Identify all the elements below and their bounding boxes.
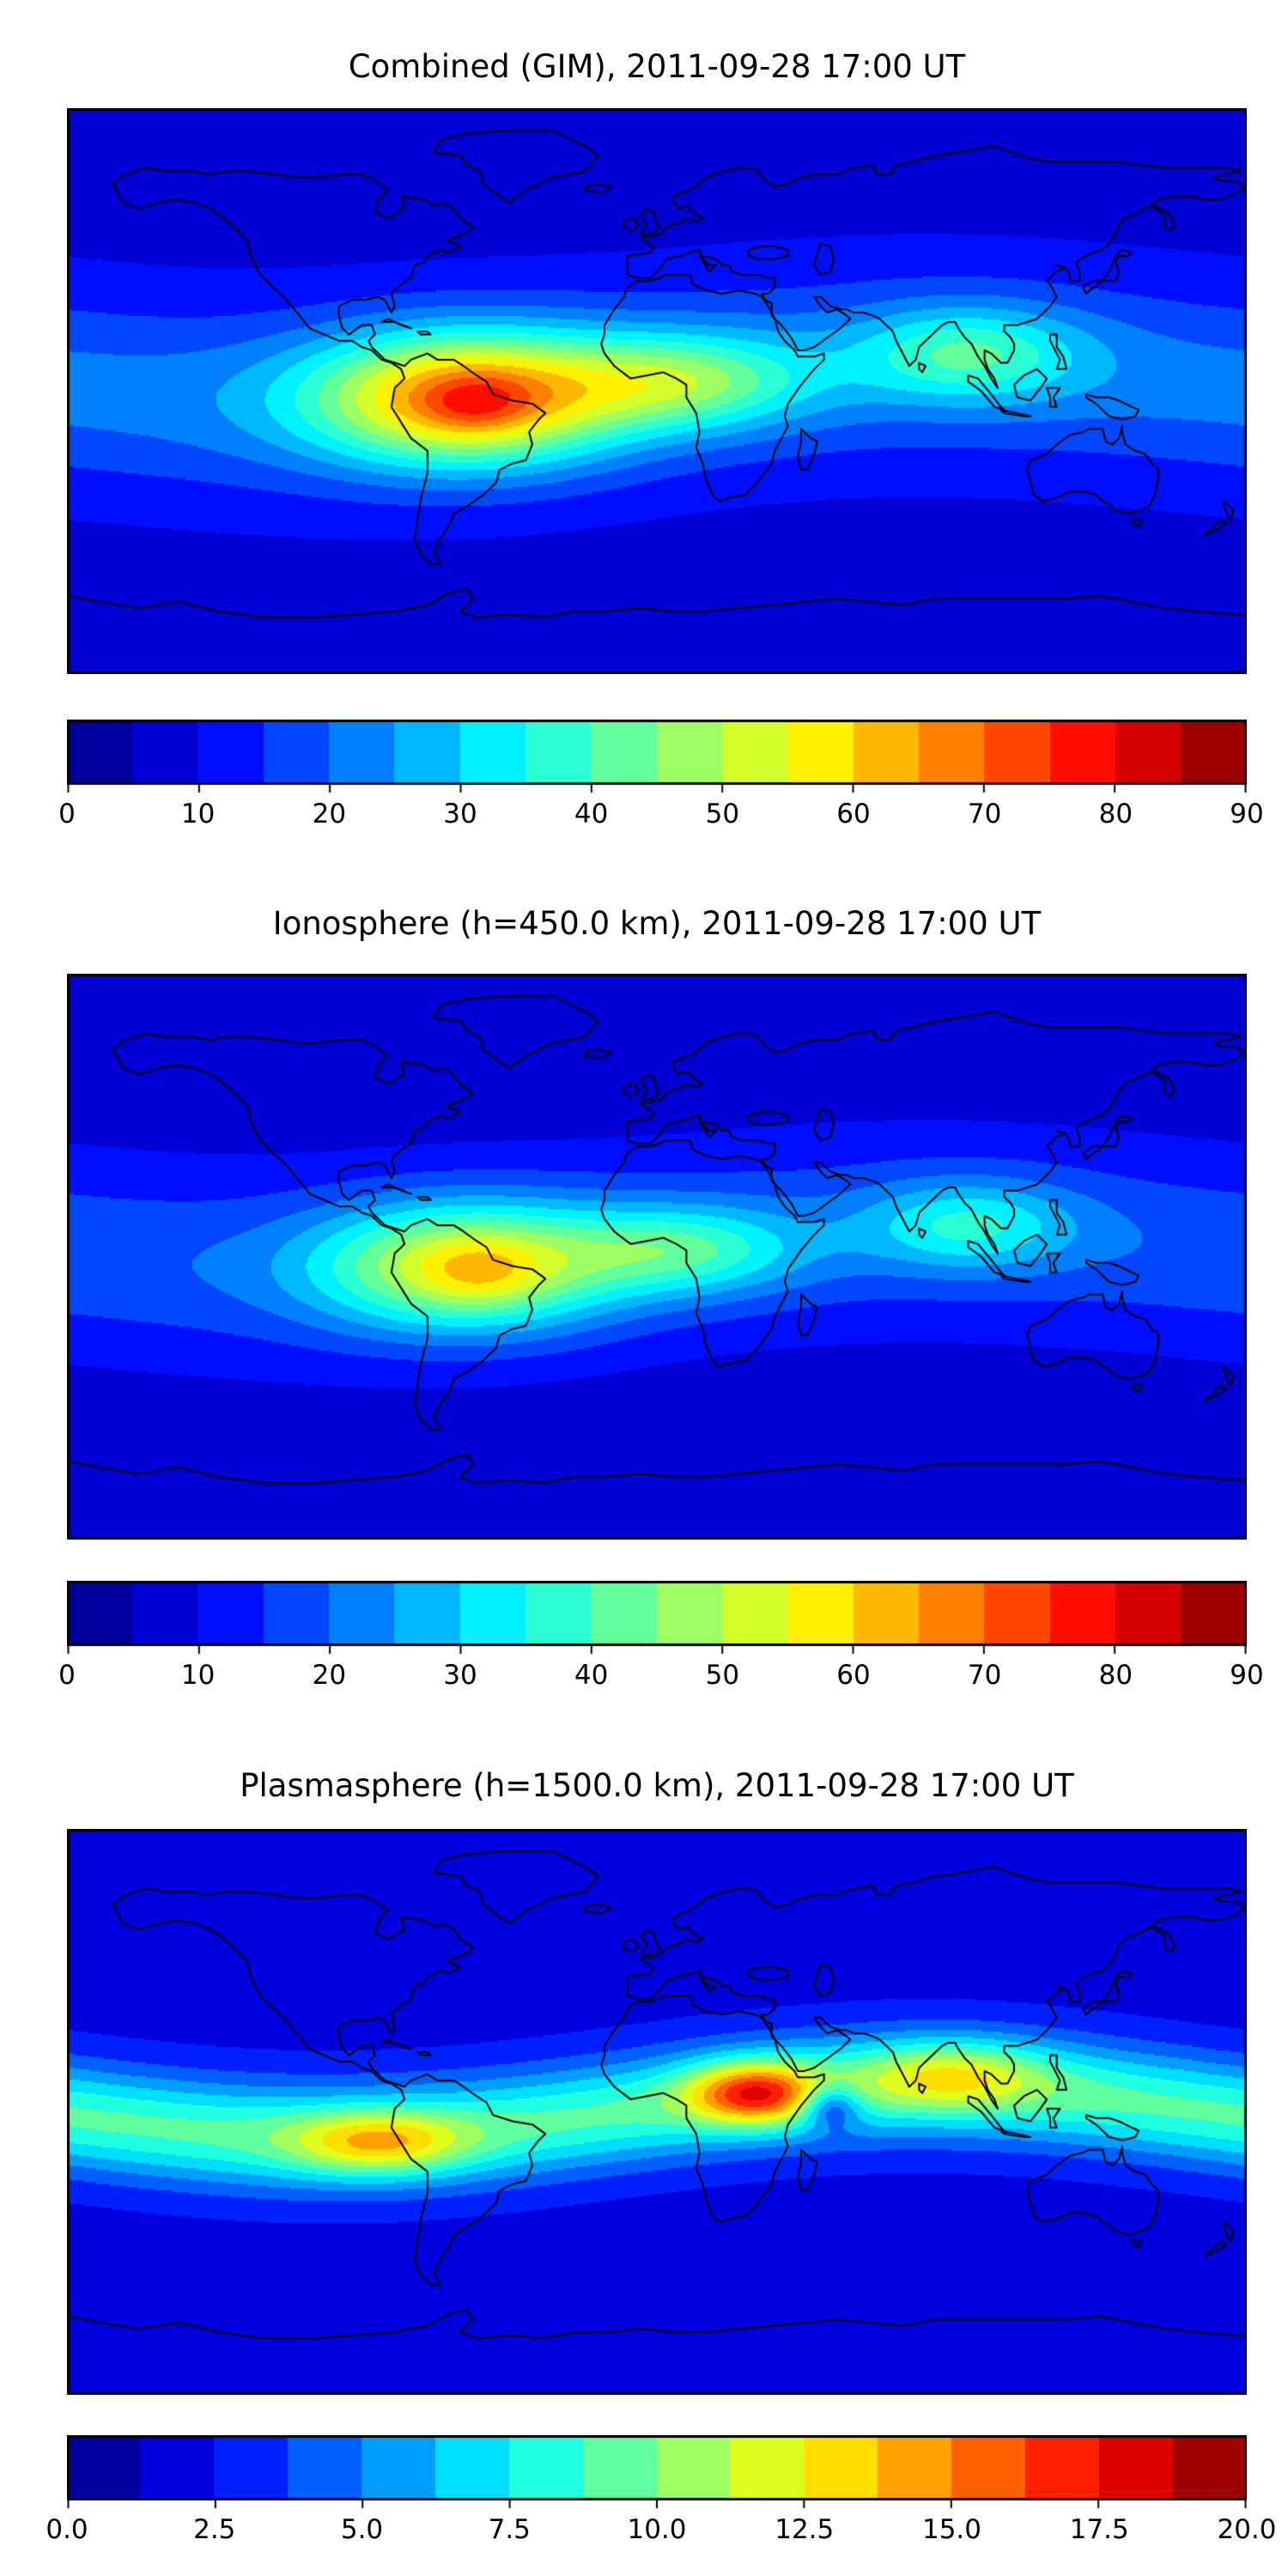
colorbar-tick-label: 20 [312, 1660, 347, 1691]
colorbar-tick-label: 30 [443, 1660, 477, 1691]
colorbar-tick-label: 30 [443, 799, 477, 829]
colorbar-tick-label: 80 [1098, 799, 1133, 829]
colorbar-tick-label: 20.0 [1217, 2514, 1277, 2545]
colorbar-tick-labels-ionosphere: 0 10 20 30 40 50 60 70 80 90 [58, 1660, 1264, 1696]
chart-title-plasmasphere: Plasmasphere (h=1500.0 km), 2011-09-28 1… [240, 1767, 1074, 1804]
colorbar-tick-label: 50 [705, 1660, 740, 1691]
colorbar-tick-label: 40 [574, 799, 609, 829]
colorbar-tick-label: 5.0 [340, 2514, 384, 2545]
colorbar-tick-label: 70 [967, 799, 1002, 829]
colorbar-tick-label: 90 [1230, 799, 1264, 829]
colorbar-tick-label: 2.5 [193, 2514, 236, 2545]
colorbar-tick-label: 60 [836, 799, 871, 829]
colorbar-tick-label: 60 [836, 1660, 871, 1691]
world-map-canvas-combined [67, 108, 1247, 674]
chart-title-ionosphere: Ionosphere (h=450.0 km), 2011-09-28 17:0… [272, 905, 1042, 942]
world-map-canvas-plasmasphere [67, 1829, 1247, 2395]
colorbar-tick-label: 40 [574, 1660, 609, 1691]
colorbar-canvas-plasmasphere [67, 2435, 1247, 2509]
colorbar-tick-labels-plasmasphere: 0.0 2.5 5.0 7.5 10.0 12.5 15.0 17.5 20.0 [46, 2514, 1276, 2550]
colorbar-tick-label: 10.0 [627, 2514, 687, 2545]
colorbar-tick-label: 12.5 [775, 2514, 835, 2545]
colorbar-tick-label: 10 [180, 799, 216, 829]
world-map-canvas-ionosphere [67, 974, 1247, 1540]
colorbar-tick-label: 7.5 [488, 2514, 531, 2545]
colorbar-tick-label: 10 [180, 1660, 216, 1691]
colorbar-tick-label: 20 [312, 799, 347, 829]
colorbar-tick-label: 0 [58, 1660, 76, 1691]
colorbar-tick-label: 0.0 [46, 2514, 88, 2545]
colorbar-tick-label: 80 [1098, 1660, 1133, 1691]
colorbar-tick-label: 70 [967, 1660, 1002, 1691]
colorbar-tick-label: 17.5 [1069, 2514, 1129, 2545]
colorbar-tick-label: 15.0 [921, 2514, 982, 2545]
colorbar-tick-labels-combined: 0 10 20 30 40 50 60 70 80 90 [58, 799, 1264, 835]
chart-title-combined: Combined (GIM), 2011-09-28 17:00 UT [348, 48, 966, 85]
colorbar-tick-label: 0 [58, 799, 76, 829]
colorbar-canvas-ionosphere [67, 1581, 1247, 1655]
colorbar-canvas-combined [67, 720, 1247, 793]
colorbar-tick-label: 90 [1230, 1660, 1264, 1691]
colorbar-tick-label: 50 [705, 799, 740, 829]
